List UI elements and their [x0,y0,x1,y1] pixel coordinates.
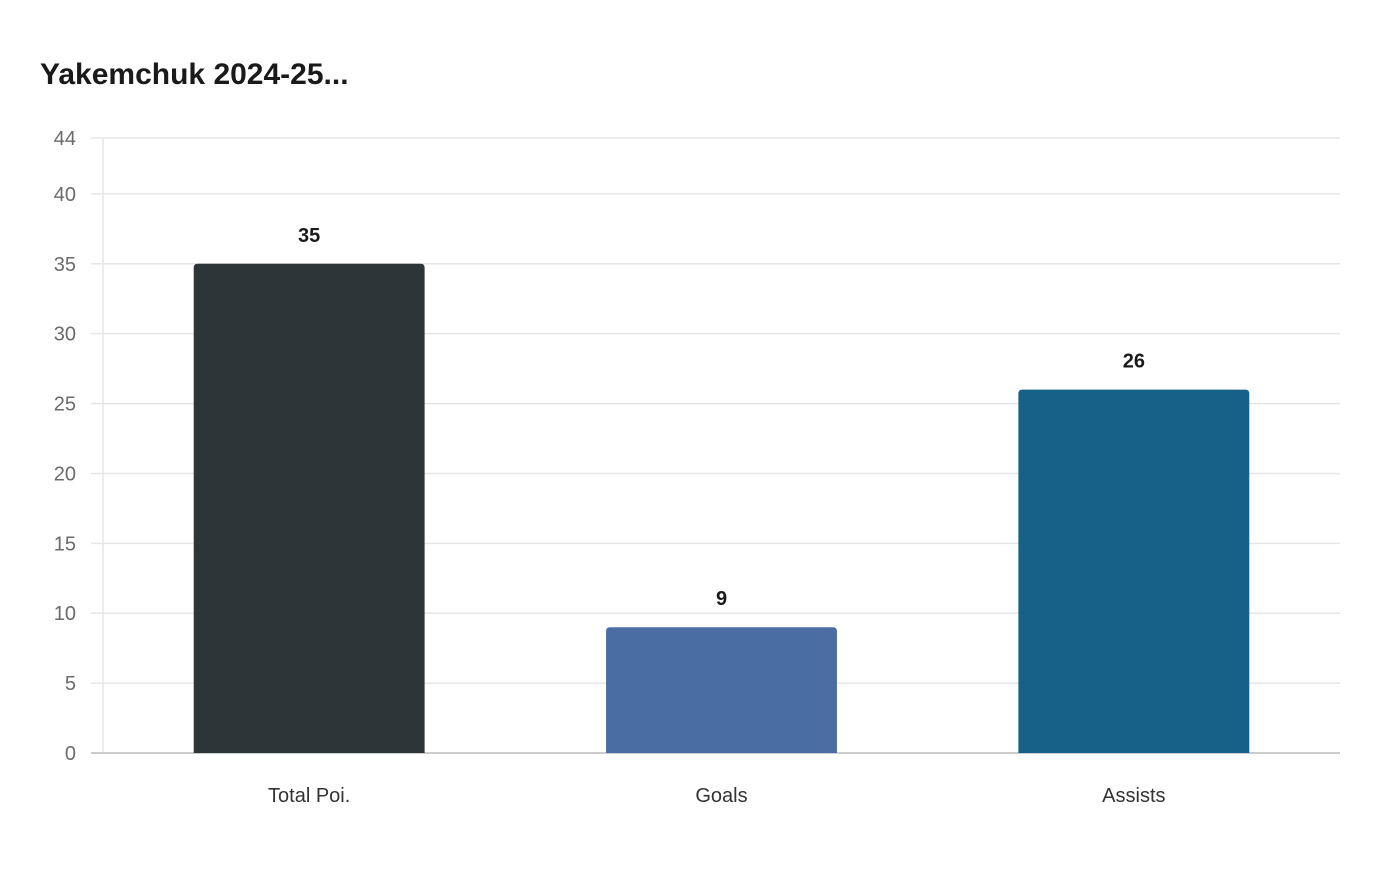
data-label: 9 [716,588,727,610]
y-tick-label: 5 [65,673,76,695]
y-tick-label: 44 [54,128,76,150]
x-tick-label: Goals [695,785,747,807]
data-label: 26 [1123,351,1145,373]
y-tick-label: 35 [54,254,76,276]
y-tick-label: 25 [54,394,76,416]
y-tick-label: 0 [65,743,76,765]
x-axis-labels: Total Poi. Goals Assists [268,785,1165,807]
bar-assists [1018,389,1250,753]
data-labels: 35 9 26 [298,225,1145,610]
x-tick-label: Total Poi. [268,785,350,807]
y-tick-label: 10 [54,603,76,625]
x-tick-label: Assists [1102,785,1165,807]
data-label: 35 [298,225,320,247]
y-tick-label: 30 [54,324,76,346]
y-axis-ticks: 0 5 10 15 20 25 30 35 40 44 [54,128,76,765]
y-tick-label: 20 [54,463,76,485]
bar-goals [606,627,837,753]
y-tick-label: 15 [54,533,76,555]
y-tick-label: 40 [54,184,76,206]
bars [193,263,1250,753]
bar-total-poi [193,263,425,753]
chart-title: Yakemchuk 2024-25... [40,58,349,91]
